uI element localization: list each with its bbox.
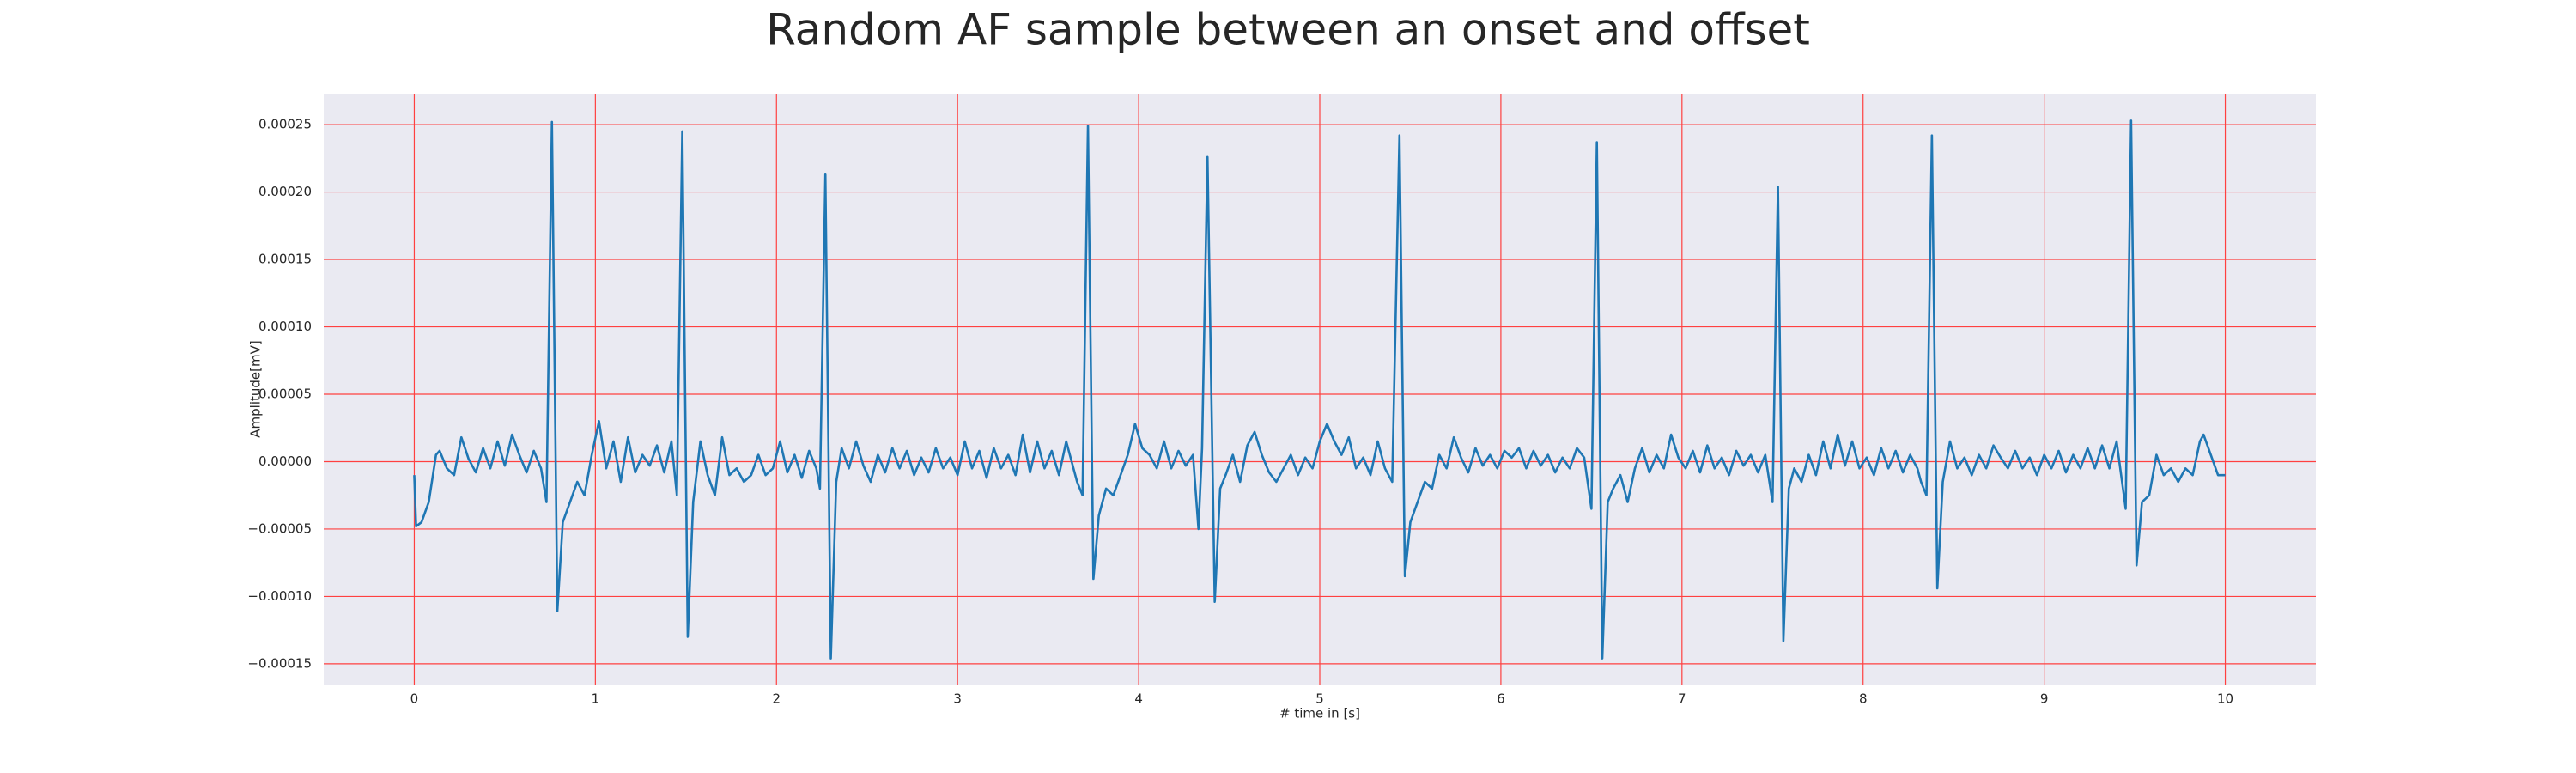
y-tick-label: 0.00010 (258, 319, 312, 334)
x-tick-label: 2 (772, 691, 781, 707)
y-tick-label: −0.00015 (247, 655, 312, 671)
y-tick-label: 0.00000 (258, 453, 312, 469)
chart-title: Random AF sample between an onset and of… (766, 5, 1810, 55)
x-axis-label: # time in [s] (1279, 706, 1360, 721)
x-tick-label: 9 (2040, 691, 2049, 707)
y-tick-label: 0.00025 (258, 117, 312, 132)
x-tick-label: 8 (1859, 691, 1868, 707)
x-tick-label: 1 (592, 691, 600, 707)
y-tick-label: 0.00020 (258, 184, 312, 199)
y-tick-label: 0.00015 (258, 252, 312, 267)
y-axis-label: Amplitude[mV] (248, 340, 264, 437)
x-tick-label: 10 (2217, 691, 2233, 707)
x-tick-label: 7 (1678, 691, 1686, 707)
signal-line (413, 119, 2226, 660)
y-tick-label: 0.00005 (258, 386, 312, 401)
y-tick-label: −0.00005 (247, 520, 312, 536)
x-tick-label: 6 (1497, 691, 1505, 707)
y-tick-label: −0.00010 (247, 588, 312, 604)
x-tick-label: 5 (1315, 691, 1324, 707)
x-tick-label: 3 (953, 691, 962, 707)
x-tick-label: 4 (1134, 691, 1143, 707)
x-tick-label: 0 (410, 691, 419, 707)
